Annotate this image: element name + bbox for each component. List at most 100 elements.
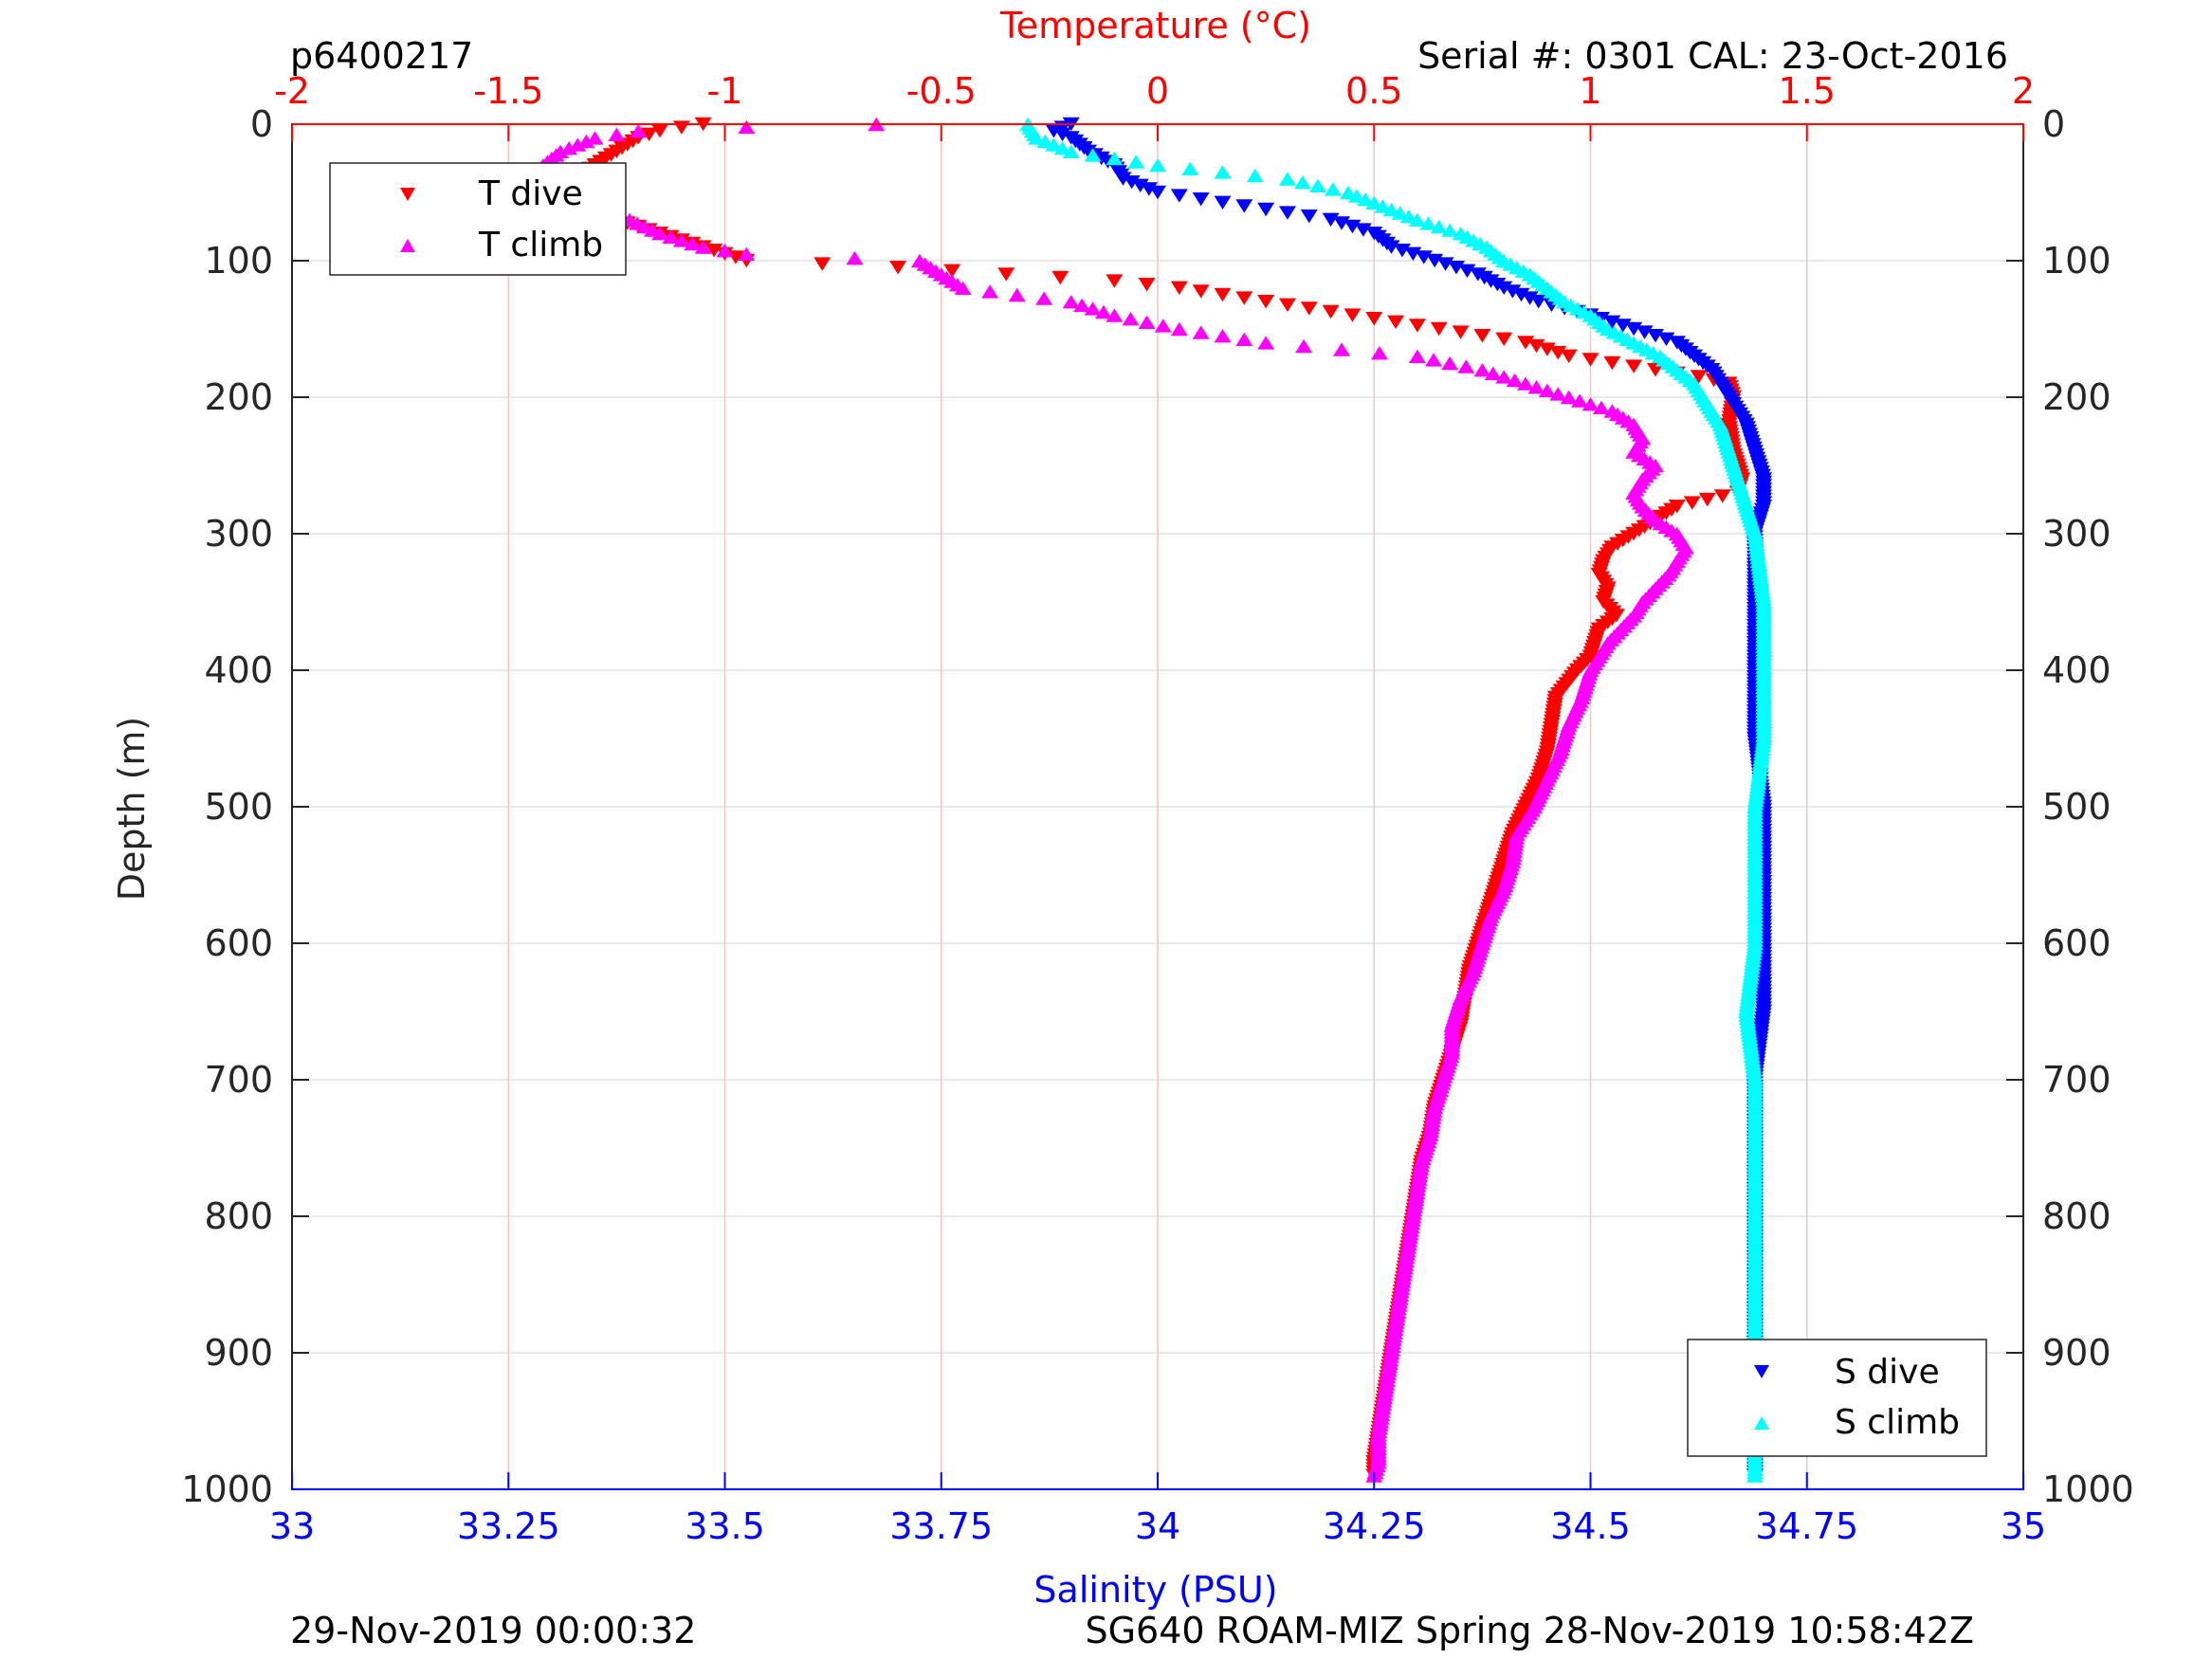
- data-point: [1028, 131, 1046, 145]
- legend-t-dive-label: T dive: [478, 174, 583, 213]
- y-tick-label-right: 100: [2042, 240, 2111, 282]
- salinity-axis-label: Salinity (PSU): [1033, 1569, 1277, 1611]
- data-point: [1170, 281, 1188, 295]
- y-tick-label-left: 400: [204, 649, 273, 691]
- data-point: [1106, 308, 1124, 322]
- x-top-tick-label: 2: [2012, 70, 2035, 112]
- data-point: [608, 127, 626, 141]
- data-point: [1441, 356, 1459, 371]
- data-point: [1324, 182, 1342, 196]
- data-point: [1053, 141, 1071, 155]
- grid: [292, 124, 2023, 1489]
- data-point: [1495, 332, 1513, 346]
- y-tick-label-left: 300: [204, 513, 273, 555]
- data-point: [1036, 134, 1054, 149]
- data-point: [1008, 287, 1026, 302]
- data-point: [586, 131, 604, 145]
- data-point: [1192, 284, 1210, 299]
- y-tick-label-right: 600: [2042, 922, 2111, 964]
- data-point: [1581, 353, 1600, 367]
- data-point: [1300, 301, 1318, 316]
- data-point: [1170, 189, 1188, 203]
- data-point: [1452, 325, 1470, 339]
- data-point: [1365, 195, 1383, 210]
- legend-s-climb-label: S climb: [1835, 1403, 1960, 1442]
- temperature-axis-label: Temperature (°C): [999, 5, 1311, 46]
- data-point: [1192, 192, 1210, 207]
- data-point: [1170, 321, 1188, 337]
- legend-salinity: S dive S climb: [1687, 1339, 1987, 1457]
- data-point: [997, 267, 1015, 282]
- x-bottom-tick-label: 34.25: [1323, 1505, 1426, 1547]
- data-point: [1084, 148, 1102, 162]
- data-point: [1308, 178, 1326, 192]
- data-point: [577, 134, 595, 149]
- x-bottom-tick-label: 34: [1135, 1505, 1180, 1547]
- data-point: [1430, 219, 1448, 234]
- y-tick-label-left: 200: [204, 376, 273, 418]
- data-point: [1592, 400, 1610, 414]
- data-point: [1560, 390, 1578, 405]
- legend-s-climb-marker: [1754, 1416, 1769, 1430]
- legend-s-dive-label: S dive: [1835, 1353, 1940, 1392]
- data-point: [1235, 291, 1253, 305]
- data-point: [684, 236, 702, 251]
- data-point: [1441, 223, 1459, 237]
- x-bottom-tick-label: 33.5: [685, 1505, 765, 1547]
- data-point: [1122, 312, 1140, 326]
- data-point: [1149, 158, 1166, 173]
- legend-t-climb-label: T climb: [478, 226, 603, 264]
- y-tick-label-right: 0: [2042, 103, 2065, 145]
- data-point: [954, 281, 972, 295]
- data-point: [1257, 336, 1275, 350]
- data-point: [1387, 315, 1405, 329]
- data-point: [1698, 492, 1716, 507]
- y-tick-label-left: 1000: [181, 1468, 273, 1510]
- data-point: [1214, 165, 1232, 179]
- x-top-tick-label: -1: [707, 70, 743, 112]
- x-top-tick-label: -1.5: [473, 70, 543, 112]
- data-point: [1278, 206, 1296, 220]
- data-point: [1094, 304, 1112, 319]
- data-point: [738, 246, 756, 261]
- y-tick-label-right: 700: [2042, 1059, 2111, 1101]
- data-point: [1581, 397, 1600, 411]
- data-point: [1073, 298, 1091, 312]
- depth-axis-label: Depth (m): [111, 717, 153, 902]
- y-tick-label-right: 1000: [2042, 1468, 2134, 1510]
- data-point: [1138, 278, 1156, 292]
- data-point: [1529, 295, 1547, 309]
- data-point: [662, 229, 680, 244]
- x-bottom-tick-label: 33.25: [457, 1505, 560, 1547]
- legend-t-dive-marker: [400, 188, 415, 201]
- data-point: [1295, 338, 1313, 354]
- data-point: [1084, 301, 1102, 316]
- data-point: [1339, 185, 1357, 200]
- x-top-tick-label: 1.5: [1779, 70, 1836, 112]
- data-point: [846, 250, 864, 265]
- data-point: [1473, 329, 1491, 343]
- data-point: [1495, 370, 1513, 384]
- data-point: [1713, 489, 1731, 503]
- data-point: [1430, 321, 1448, 337]
- data-point: [1473, 363, 1491, 377]
- data-point: [1391, 206, 1409, 220]
- data-point: [1625, 359, 1643, 374]
- y-tick-label-left: 100: [204, 240, 273, 282]
- data-point: [1603, 356, 1621, 371]
- data-point: [1571, 393, 1589, 408]
- data-point: [1344, 308, 1362, 322]
- y-tick-label-left: 600: [204, 922, 273, 964]
- legend-t-climb-marker: [400, 239, 415, 252]
- x-bottom-tick-label: 35: [2001, 1505, 2046, 1547]
- x-top-tick-label: 0: [1146, 70, 1169, 112]
- data-point: [1457, 359, 1475, 374]
- data-point: [981, 284, 999, 299]
- data-point: [1527, 380, 1545, 394]
- data-point: [1399, 210, 1417, 224]
- data-point: [1365, 312, 1383, 326]
- axes: 0 0 100 100 200 200 300 300 400 400 500 500 600 600 70…: [181, 70, 2133, 1547]
- data-point: [1214, 329, 1232, 343]
- x-bottom-tick-label: 34.75: [1755, 1505, 1858, 1547]
